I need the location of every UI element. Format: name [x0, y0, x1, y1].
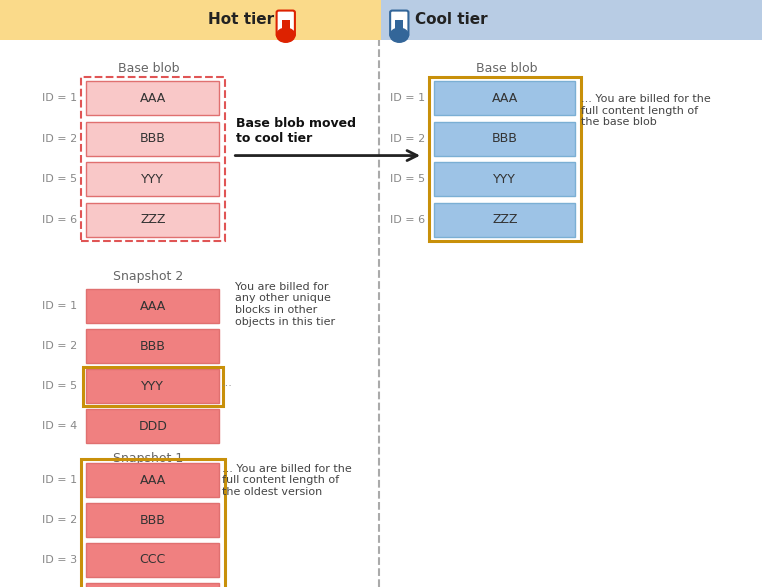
Bar — [86, 329, 219, 363]
Text: ID = 1: ID = 1 — [42, 93, 77, 103]
Text: Base blob: Base blob — [118, 62, 179, 75]
Text: AAA: AAA — [491, 92, 518, 104]
Text: BBB: BBB — [140, 340, 165, 353]
Bar — [434, 81, 575, 115]
Text: ID = 6: ID = 6 — [42, 214, 77, 225]
Text: ID = 2: ID = 2 — [42, 341, 77, 352]
Bar — [434, 162, 575, 196]
Bar — [434, 122, 575, 156]
Bar — [83, 367, 223, 406]
Bar — [86, 289, 219, 323]
Text: ID = 5: ID = 5 — [42, 174, 77, 184]
Text: BBB: BBB — [140, 132, 165, 145]
FancyBboxPatch shape — [277, 11, 295, 36]
Bar — [282, 20, 290, 35]
Text: ID = 5: ID = 5 — [390, 174, 425, 184]
Text: Base blob: Base blob — [476, 62, 537, 75]
Text: AAA: AAA — [139, 474, 166, 487]
Text: CCC: CCC — [139, 554, 166, 566]
Bar — [86, 162, 219, 196]
Text: BBB: BBB — [492, 132, 517, 145]
Bar — [86, 409, 219, 443]
Text: ... You are billed for the
full content length of
the oldest version: ... You are billed for the full content … — [222, 464, 351, 497]
Text: ID = 2: ID = 2 — [390, 133, 425, 144]
Text: YYY: YYY — [141, 380, 165, 393]
Text: DDD: DDD — [139, 420, 167, 433]
Bar — [86, 369, 219, 403]
Text: Base blob moved
to cool tier: Base blob moved to cool tier — [236, 117, 356, 146]
Bar — [0, 0, 381, 40]
Bar — [86, 81, 219, 115]
Circle shape — [277, 28, 295, 42]
Text: ID = 3: ID = 3 — [42, 555, 77, 565]
Text: Snapshot 1: Snapshot 1 — [114, 452, 184, 465]
Text: AAA: AAA — [139, 300, 166, 313]
Bar — [86, 122, 219, 156]
Text: YYY: YYY — [141, 173, 165, 185]
Text: ID = 2: ID = 2 — [42, 133, 77, 144]
Text: ZZZ: ZZZ — [140, 213, 165, 226]
Text: Hot tier: Hot tier — [208, 12, 274, 28]
Text: YYY: YYY — [493, 173, 517, 185]
Text: ID = 1: ID = 1 — [42, 301, 77, 312]
Text: ID = 2: ID = 2 — [42, 515, 77, 525]
Text: Snapshot 2: Snapshot 2 — [114, 270, 184, 283]
Text: ... You are billed for the
full content length of
the base blob: ... You are billed for the full content … — [581, 94, 710, 127]
Bar — [86, 503, 219, 537]
Text: ID = 6: ID = 6 — [390, 214, 425, 225]
Text: Cool tier: Cool tier — [415, 12, 488, 28]
Bar — [381, 0, 762, 40]
Bar — [395, 20, 403, 31]
FancyBboxPatch shape — [390, 11, 408, 36]
Bar — [429, 77, 581, 241]
Bar — [86, 543, 219, 577]
Circle shape — [390, 28, 408, 42]
Text: BBB: BBB — [140, 514, 165, 527]
Bar — [86, 583, 219, 587]
Bar — [81, 77, 225, 241]
Text: ID = 1: ID = 1 — [42, 475, 77, 485]
Text: ZZZ: ZZZ — [492, 213, 517, 226]
Bar — [81, 459, 225, 587]
Bar — [434, 203, 575, 237]
Text: ID = 4: ID = 4 — [42, 421, 77, 431]
Text: You are billed for
any other unique
blocks in other
objects in this tier: You are billed for any other unique bloc… — [235, 282, 335, 326]
Text: ID = 5: ID = 5 — [42, 381, 77, 392]
Text: ID = 1: ID = 1 — [390, 93, 425, 103]
Text: ...: ... — [222, 378, 232, 389]
Bar — [86, 203, 219, 237]
Text: AAA: AAA — [139, 92, 166, 104]
Bar — [86, 463, 219, 497]
